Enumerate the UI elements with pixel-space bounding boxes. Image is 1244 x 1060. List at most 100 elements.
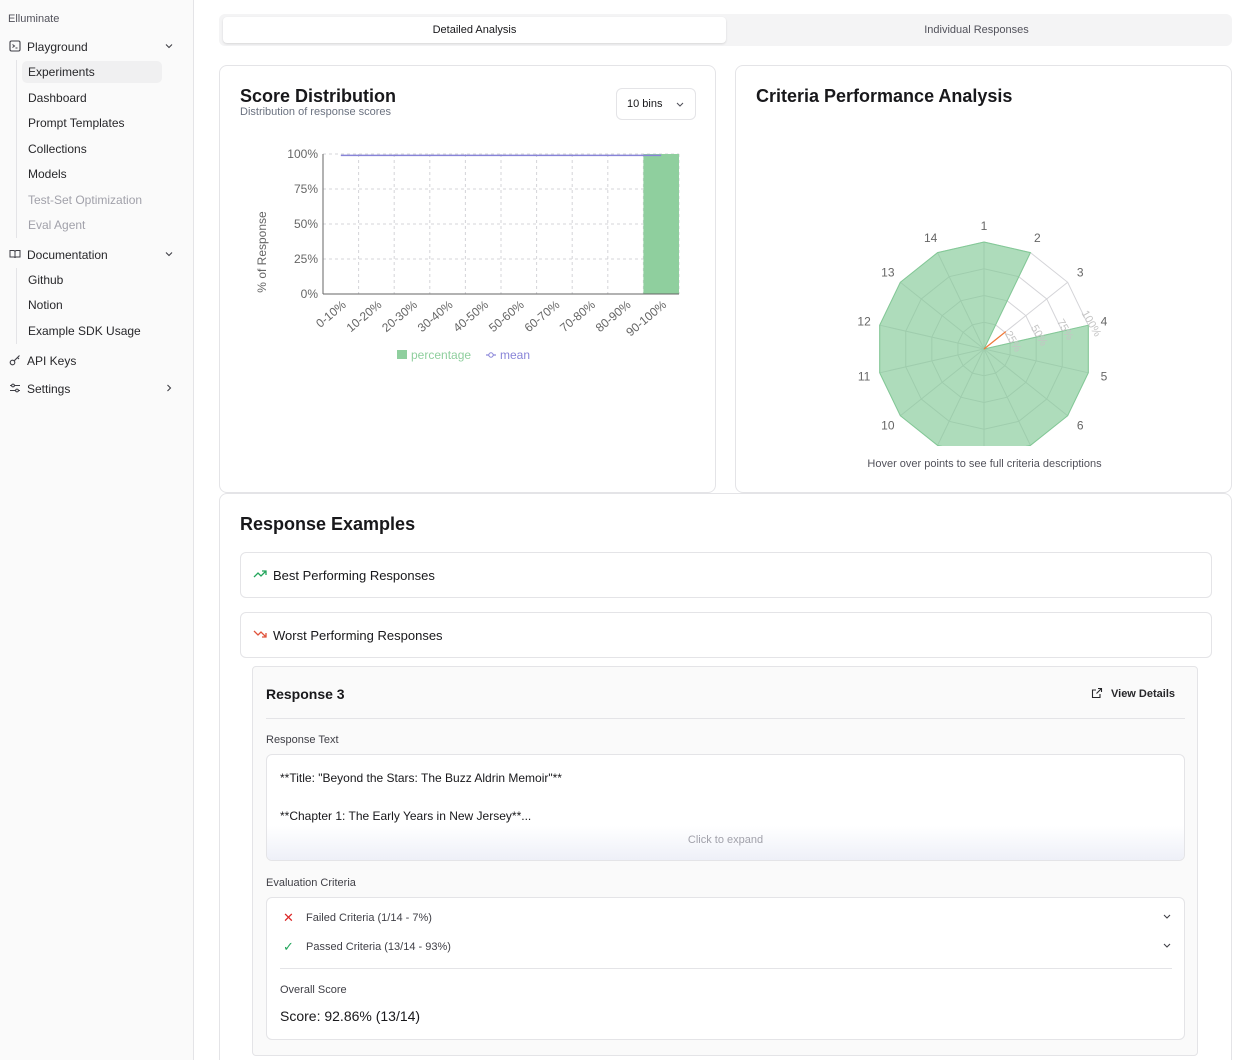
chevron-down-icon <box>165 44 173 49</box>
legend-marker-mean <box>488 352 494 358</box>
response-title: Response 3 <box>266 686 345 702</box>
bins-select-value: 10 bins <box>627 98 663 110</box>
overall-score-label: Overall Score <box>280 984 347 996</box>
book-icon <box>9 250 21 259</box>
click-to-expand[interactable]: Click to expand <box>267 826 1184 860</box>
passed-criteria-label: Passed Criteria (13/14 - 93%) <box>306 941 451 953</box>
score-distribution-subtitle: Distribution of response scores <box>240 106 392 118</box>
nav-api-keys[interactable]: API Keys <box>0 348 186 372</box>
chevron-down-icon <box>1163 943 1171 948</box>
sidebar: Elluminate Playground Experiments Dashbo… <box>0 0 194 1060</box>
response-text-line-2: **Chapter 1: The Early Years in New Jers… <box>280 809 532 823</box>
sidebar-item-test-set-optimization: Test-Set Optimization <box>28 193 143 207</box>
main-content: Detailed Analysis Individual Responses S… <box>194 0 1244 1060</box>
x-tick-label: 10-20% <box>344 297 385 335</box>
response-text-box[interactable]: **Title: "Beyond the Stars: The Buzz Ald… <box>266 754 1185 861</box>
y-axis-label: % of Response <box>255 211 269 293</box>
bar-90-100% <box>643 154 679 294</box>
criteria-performance-card: Criteria Performance Analysis 25% 50% 75% 1… <box>735 65 1232 493</box>
check-icon: ✓ <box>283 939 294 954</box>
criteria-performance-title: Criteria Performance Analysis <box>756 86 1013 106</box>
criterion-label: 6 <box>1077 419 1084 433</box>
nav-settings-label: Settings <box>27 382 71 396</box>
nav-playground-label: Playground <box>27 40 88 54</box>
sidebar-item-collections[interactable]: Collections <box>28 142 87 156</box>
trending-down-icon <box>253 630 267 638</box>
bins-select[interactable]: 10 bins <box>616 88 696 120</box>
tab-individual-responses[interactable]: Individual Responses <box>924 24 1029 36</box>
x-tick-label: 60-70% <box>522 297 563 335</box>
criterion-label: 12 <box>857 315 871 329</box>
sidebar-item-github[interactable]: Github <box>28 273 64 287</box>
best-responses-label: Best Performing Responses <box>273 568 435 583</box>
key-icon <box>9 355 20 366</box>
x-tick-label: 20-30% <box>379 297 420 335</box>
y-tick-label: 50% <box>294 217 318 231</box>
failed-criteria-label: Failed Criteria (1/14 - 7%) <box>306 912 432 924</box>
response-detail: Response 3 View Details Response Text **… <box>252 666 1198 1056</box>
failed-criteria-row[interactable]: ✕ Failed Criteria (1/14 - 7%) <box>280 908 1172 928</box>
playground-icon <box>9 40 21 52</box>
criterion-label: 14 <box>924 231 938 245</box>
nav-playground[interactable]: Playground <box>0 34 186 58</box>
nav-documentation-label: Documentation <box>27 248 108 262</box>
evaluation-criteria-label: Evaluation Criteria <box>266 877 356 889</box>
legend-swatch-percentage <box>397 350 407 359</box>
response-text-label: Response Text <box>266 734 339 746</box>
y-tick-label: 75% <box>294 182 318 196</box>
legend-label-mean: mean <box>500 348 530 362</box>
criterion-label: 5 <box>1101 369 1108 383</box>
hover-hint: Hover over points to see full criteria d… <box>867 458 1102 470</box>
sidebar-item-example-sdk-usage[interactable]: Example SDK Usage <box>28 324 141 338</box>
criterion-label: 4 <box>1101 315 1108 329</box>
sidebar-item-notion[interactable]: Notion <box>28 298 63 312</box>
trending-up-icon <box>253 570 267 578</box>
worst-responses-accordion[interactable]: Worst Performing Responses <box>240 612 1212 658</box>
score-distribution-title: Score Distribution <box>240 86 397 106</box>
settings-sliders-icon <box>10 383 20 393</box>
tab-detailed-analysis[interactable]: Detailed Analysis <box>223 17 726 43</box>
criteria-radar-chart: 25%50%75%100%1234567891011121314Pass Rat… <box>857 219 1108 446</box>
sidebar-item-eval-agent: Eval Agent <box>28 218 86 232</box>
score-distribution-chart: 0%25%50%75%100%0-10%10-20%20-30%30-40%40… <box>255 147 680 362</box>
y-tick-label: 0% <box>301 287 319 301</box>
x-icon: ✕ <box>283 910 294 925</box>
nav-documentation[interactable]: Documentation <box>0 242 186 266</box>
nav-settings[interactable]: Settings <box>0 376 186 400</box>
x-tick-label: 50-60% <box>486 297 527 335</box>
criterion-label: 11 <box>858 369 871 383</box>
passed-criteria-row[interactable]: ✓ Passed Criteria (13/14 - 93%) <box>280 937 1172 957</box>
criterion-label: 10 <box>881 419 895 433</box>
chevron-right-icon <box>167 384 172 392</box>
criterion-label: 3 <box>1077 265 1084 279</box>
legend-label-percentage: percentage <box>411 348 471 362</box>
chevron-down-icon <box>165 252 173 257</box>
sidebar-item-dashboard[interactable]: Dashboard <box>28 91 87 105</box>
x-tick-label: 30-40% <box>415 297 456 335</box>
response-examples-card: Response Examples Best Performing Respon… <box>219 493 1232 1060</box>
criterion-label: 2 <box>1034 231 1041 245</box>
response-text-line-1: **Title: "Beyond the Stars: The Buzz Ald… <box>280 771 562 785</box>
y-tick-label: 100% <box>287 147 318 161</box>
radar-pass-rate-area <box>879 241 1089 446</box>
sidebar-item-models[interactable]: Models <box>28 167 67 181</box>
x-tick-label: 40-50% <box>450 297 491 335</box>
evaluation-criteria-box: ✕ Failed Criteria (1/14 - 7%) ✓ Passed C… <box>266 897 1185 1040</box>
view-details-button[interactable]: View Details <box>1091 686 1191 704</box>
radar-fail-rate-area <box>983 331 1007 350</box>
chevron-down-icon <box>1163 914 1171 919</box>
sidebar-item-experiments[interactable]: Experiments <box>22 61 162 83</box>
score-distribution-card: Score Distribution Distribution of respo… <box>219 65 716 493</box>
y-tick-label: 25% <box>294 252 318 266</box>
chevron-down-icon <box>676 102 684 107</box>
response-examples-title: Response Examples <box>240 514 416 534</box>
worst-responses-label: Worst Performing Responses <box>273 628 443 643</box>
criterion-label: 1 <box>981 219 988 233</box>
x-tick-label: 70-80% <box>557 297 598 335</box>
brand-name: Elluminate <box>8 13 60 25</box>
analysis-tabs: Detailed Analysis Individual Responses <box>219 14 1232 46</box>
sidebar-item-prompt-templates[interactable]: Prompt Templates <box>28 116 125 130</box>
nav-api-keys-label: API Keys <box>27 354 77 368</box>
best-responses-accordion[interactable]: Best Performing Responses <box>240 552 1212 598</box>
overall-score-value: Score: 92.86% (13/14) <box>280 1008 421 1024</box>
